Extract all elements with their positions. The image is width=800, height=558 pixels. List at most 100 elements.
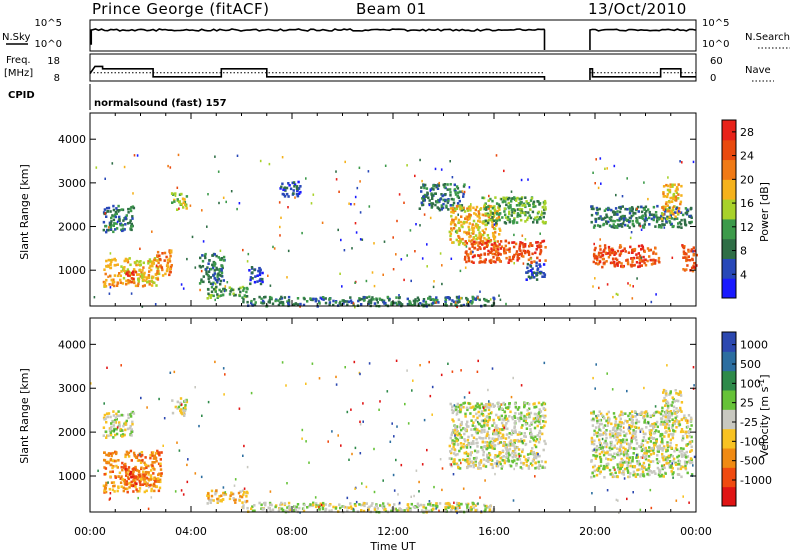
data-cell: [685, 419, 687, 422]
data-cell: [617, 476, 619, 479]
data-cell: [382, 479, 384, 481]
data-cell: [213, 295, 215, 298]
data-cell: [145, 484, 147, 487]
data-cell: [143, 462, 145, 465]
data-cell: [112, 205, 114, 208]
data-cell: [170, 251, 172, 254]
data-cell: [114, 429, 116, 431]
data-cell: [479, 291, 481, 293]
data-cell: [472, 230, 474, 233]
data-cell: [504, 207, 506, 210]
data-cell: [128, 469, 130, 471]
data-cell: [692, 464, 694, 466]
data-cell: [227, 281, 229, 283]
data-cell: [251, 277, 253, 280]
y-tick-label: 2000: [58, 221, 86, 234]
data-cell: [620, 246, 622, 249]
data-cell: [124, 488, 126, 491]
data-cell: [431, 195, 433, 198]
data-cell: [499, 229, 501, 232]
data-cell: [635, 422, 637, 425]
data-cell: [160, 475, 162, 478]
data-cell: [473, 241, 475, 244]
data-cell: [457, 202, 459, 205]
data-cell: [458, 205, 460, 208]
data-cell: [117, 263, 119, 266]
data-cell: [457, 443, 459, 446]
data-cell: [413, 495, 415, 497]
data-cell: [611, 251, 613, 254]
data-cell: [460, 240, 462, 243]
data-cell: [534, 475, 536, 477]
data-cell: [110, 422, 112, 425]
colorbar-tick-label: 4: [740, 268, 747, 281]
data-cell: [635, 220, 637, 223]
data-cell: [150, 469, 152, 472]
data-cell: [685, 268, 687, 271]
data-cell: [258, 502, 260, 505]
data-cell: [518, 440, 520, 443]
data-cell: [466, 458, 468, 461]
data-cell: [484, 479, 486, 481]
data-cell: [176, 208, 178, 211]
data-cell: [653, 432, 655, 435]
data-cell: [529, 424, 531, 427]
data-cell: [519, 198, 521, 201]
data-cell: [623, 453, 625, 456]
data-cell: [460, 429, 462, 432]
data-cell: [161, 266, 163, 269]
data-cell: [610, 459, 612, 462]
data-cell: [355, 222, 357, 224]
data-cell: [463, 231, 465, 234]
data-cell: [159, 258, 161, 261]
data-cell: [134, 262, 136, 265]
data-cell: [118, 425, 120, 428]
data-cell: [535, 262, 537, 265]
data-cell: [127, 208, 129, 211]
data-cell: [526, 427, 528, 430]
data-cell: [104, 178, 106, 180]
data-cell: [477, 248, 479, 251]
data-cell: [524, 432, 526, 435]
data-cell: [126, 259, 128, 262]
data-cell: [214, 361, 216, 363]
data-cell: [109, 497, 111, 499]
data-cell: [658, 460, 660, 463]
data-cell: [141, 275, 143, 278]
data-cell: [439, 502, 441, 505]
data-cell: [398, 301, 400, 304]
data-cell: [452, 219, 454, 222]
data-cell: [158, 398, 160, 400]
data-cell: [441, 168, 443, 170]
data-cell: [636, 454, 638, 456]
data-cell: [687, 420, 689, 422]
data-cell: [134, 455, 136, 458]
data-cell: [604, 209, 606, 212]
data-cell: [231, 190, 233, 192]
data-cell: [677, 222, 679, 225]
data-cell: [669, 221, 671, 224]
data-cell: [207, 288, 209, 291]
data-cell: [493, 236, 495, 239]
data-cell: [135, 488, 137, 491]
data-cell: [360, 452, 362, 454]
data-cell: [104, 473, 106, 476]
data-cell: [650, 453, 652, 456]
data-cell: [611, 226, 613, 229]
data-cell: [216, 275, 218, 278]
data-cell: [539, 430, 541, 433]
data-cell: [132, 273, 134, 276]
data-cell: [522, 255, 524, 258]
data-cell: [655, 253, 657, 256]
data-cell: [525, 458, 527, 461]
data-cell: [460, 406, 462, 409]
data-cell: [194, 386, 196, 388]
data-cell: [480, 425, 482, 428]
data-cell: [650, 440, 652, 443]
data-cell: [661, 465, 663, 468]
data-cell: [169, 268, 171, 271]
data-cell: [592, 285, 594, 287]
data-cell: [423, 187, 425, 190]
data-cell: [454, 429, 456, 432]
data-cell: [115, 465, 117, 468]
